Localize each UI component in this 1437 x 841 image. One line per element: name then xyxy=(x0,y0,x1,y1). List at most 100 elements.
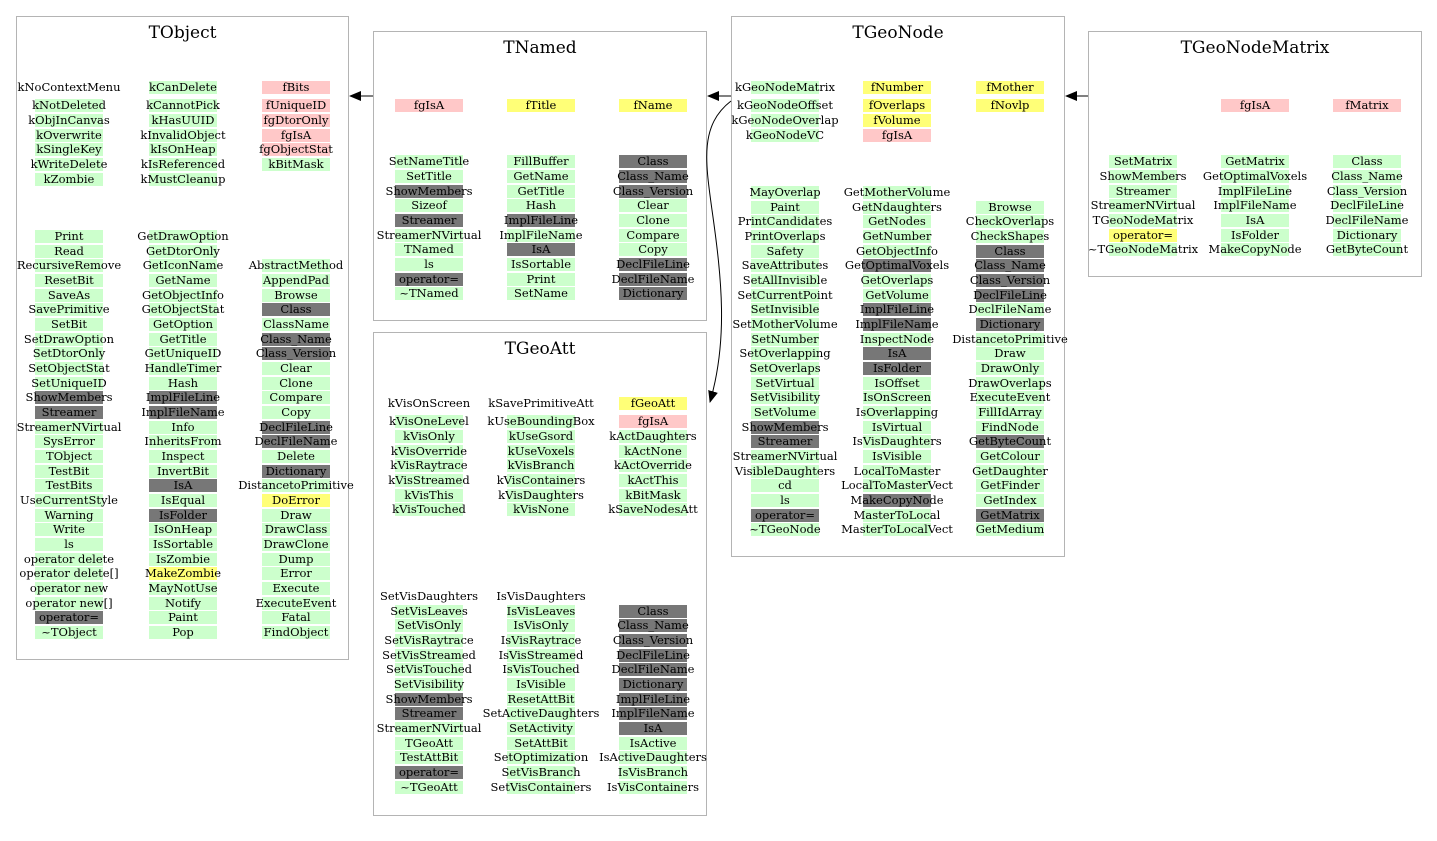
member-highlight xyxy=(619,243,687,256)
member-highlight xyxy=(395,199,463,212)
member-item: IsVisRaytrace xyxy=(471,634,611,647)
member-highlight xyxy=(619,634,687,647)
member-item: ClassName xyxy=(226,318,366,331)
member-item: SetVisTouched xyxy=(359,663,499,676)
member-item: InspectNode xyxy=(827,333,967,346)
member-highlight xyxy=(751,347,819,360)
member-item: SetDrawOption xyxy=(0,333,139,346)
member-item: fUniqueID xyxy=(226,99,366,112)
member-item: fMatrix xyxy=(1297,99,1437,112)
member-item: fVolume xyxy=(827,114,967,127)
member-highlight xyxy=(395,489,463,502)
member-item: Hash xyxy=(471,199,611,212)
member-item: DrawOnly xyxy=(940,362,1080,375)
member-label: UseCurrentStyle xyxy=(20,493,118,507)
member-item: Draw xyxy=(940,347,1080,360)
member-label: Hash xyxy=(525,198,557,212)
member-item: LocalToMaster xyxy=(827,465,967,478)
member-item: kVisNone xyxy=(471,503,611,516)
member-highlight xyxy=(1109,170,1177,183)
member-label: PrintOverlaps xyxy=(744,229,826,243)
member-label: DistancetoPrimitive xyxy=(952,332,1068,346)
member-label: kWriteDelete xyxy=(30,157,108,171)
member-label: InspectNode xyxy=(859,332,935,346)
member-label: Delete xyxy=(277,449,315,463)
member-label: DeclFileName xyxy=(968,302,1052,316)
member-label: Streamer xyxy=(1115,184,1171,198)
member-item: fTitle xyxy=(471,99,611,112)
member-label: GetColour xyxy=(980,449,1040,463)
member-label: Class_Name xyxy=(974,258,1046,272)
member-item: GetDrawOption xyxy=(113,230,253,243)
member-highlight xyxy=(751,215,819,228)
member-highlight xyxy=(751,377,819,390)
member-highlight xyxy=(751,303,819,316)
member-item: Streamer xyxy=(359,707,499,720)
member-highlight xyxy=(863,303,931,316)
member-label: Dictionary xyxy=(622,677,684,691)
member-item: MasterToLocal xyxy=(827,509,967,522)
member-item: DeclFileLine xyxy=(1297,199,1437,212)
member-item: IsSortable xyxy=(113,538,253,551)
member-item: ImplFileLine xyxy=(583,693,723,706)
member-label: SaveAs xyxy=(47,288,91,302)
member-label: GetMedium xyxy=(975,522,1045,536)
member-label: FindNode xyxy=(981,420,1039,434)
member-highlight xyxy=(751,406,819,419)
member-label: SetName xyxy=(514,286,568,300)
member-item: kNotDeleted xyxy=(0,99,139,112)
member-highlight xyxy=(619,397,687,410)
member-item: operator new[] xyxy=(0,597,139,610)
member-highlight xyxy=(395,415,463,428)
member-label: fNovlp xyxy=(990,98,1030,112)
member-label: Class_Name xyxy=(1331,169,1403,183)
member-highlight xyxy=(149,347,217,360)
member-highlight xyxy=(507,170,575,183)
member-highlight xyxy=(863,333,931,346)
member-item: Execute xyxy=(226,582,366,595)
member-item: IsVisDaughters xyxy=(471,590,611,603)
member-highlight xyxy=(507,459,575,472)
member-label: Copy xyxy=(638,242,668,256)
member-item: operator= xyxy=(715,509,855,522)
member-label: operator delete[] xyxy=(19,566,119,580)
member-item: kInvalidObject xyxy=(113,129,253,142)
member-highlight xyxy=(619,619,687,632)
member-item: Dictionary xyxy=(1297,229,1437,242)
member-label: ~TGeoNodeMatrix xyxy=(1087,242,1199,256)
member-label: VisibleDaughters xyxy=(734,464,836,478)
member-label: SetDtorOnly xyxy=(32,346,106,360)
member-highlight xyxy=(395,663,463,676)
class-title-tnamed: TNamed xyxy=(503,38,577,58)
member-label: MayOverlap xyxy=(749,185,821,199)
member-item: PrintCandidates xyxy=(715,215,855,228)
member-item: HandleTimer xyxy=(113,362,253,375)
member-label: IsVisDaughters xyxy=(852,434,942,448)
member-highlight xyxy=(35,347,103,360)
member-item: DoError xyxy=(226,494,366,507)
member-label: fgIsA xyxy=(413,98,445,112)
member-label: fBits xyxy=(282,80,310,94)
member-highlight xyxy=(149,81,217,94)
member-label: kSingleKey xyxy=(36,142,102,156)
member-label: kUseBoundingBox xyxy=(487,414,595,428)
member-item: FillIdArray xyxy=(940,406,1080,419)
member-label: cd xyxy=(778,478,792,492)
member-highlight xyxy=(1109,185,1177,198)
member-item: ~TNamed xyxy=(359,287,499,300)
member-highlight xyxy=(149,421,217,434)
member-item: GetOption xyxy=(113,318,253,331)
member-label: ls xyxy=(780,493,790,507)
member-item: kVisTouched xyxy=(359,503,499,516)
member-label: GetDaughter xyxy=(972,464,1048,478)
member-item: ImplFileName xyxy=(1185,199,1325,212)
member-label: SetOverlapping xyxy=(739,346,831,360)
member-item: GetDtorOnly xyxy=(113,245,253,258)
member-label: Clear xyxy=(280,361,312,375)
member-highlight xyxy=(35,158,103,171)
member-item: IsFolder xyxy=(113,509,253,522)
member-item: kActDaughters xyxy=(583,430,723,443)
member-item: Clear xyxy=(583,199,723,212)
member-highlight xyxy=(262,318,330,331)
member-item: GetObjectInfo xyxy=(827,245,967,258)
